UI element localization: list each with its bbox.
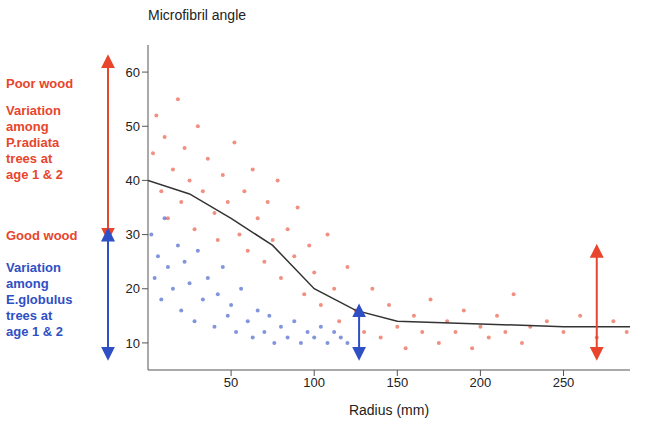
svg-text:100: 100 (303, 375, 325, 390)
svg-text:250: 250 (553, 375, 575, 390)
svg-text:VariationamongE.globulustrees: VariationamongE.globulustrees atage 1 & … (6, 260, 72, 339)
svg-text:50: 50 (224, 375, 238, 390)
svg-text:Radius (mm): Radius (mm) (349, 402, 429, 418)
svg-text:20: 20 (126, 281, 140, 296)
svg-text:30: 30 (126, 227, 140, 242)
svg-text:Good wood: Good wood (6, 228, 78, 243)
svg-text:10: 10 (126, 336, 140, 351)
svg-text:VariationamongP.radiatatrees a: VariationamongP.radiatatrees atage 1 & 2 (6, 103, 63, 182)
svg-text:150: 150 (386, 375, 408, 390)
svg-text:50: 50 (126, 119, 140, 134)
svg-text:Microfibril angle: Microfibril angle (148, 7, 246, 23)
svg-text:200: 200 (470, 375, 492, 390)
svg-text:60: 60 (126, 65, 140, 80)
svg-text:Poor wood: Poor wood (6, 76, 73, 91)
svg-text:40: 40 (126, 173, 140, 188)
